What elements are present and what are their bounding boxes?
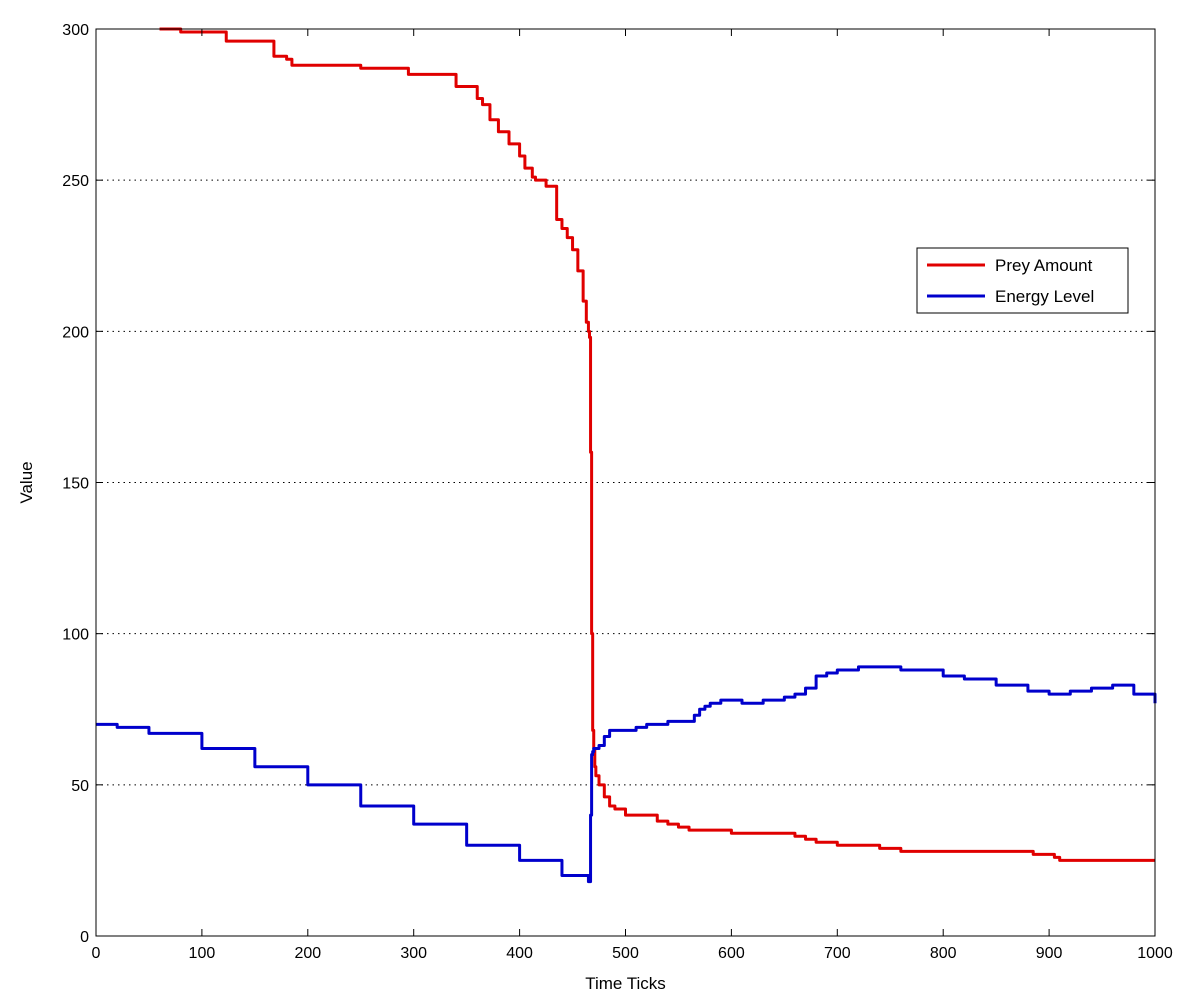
y-tick-label-100: 100 (62, 627, 89, 644)
x-tick-label-700: 700 (824, 945, 851, 962)
y-tick-label-0: 0 (80, 929, 89, 946)
y-tick-label-50: 50 (71, 778, 89, 795)
y-tick-label-200: 200 (62, 324, 89, 341)
x-tick-label-100: 100 (189, 945, 216, 962)
x-axis-label: Time Ticks (585, 974, 666, 993)
x-tick-label-800: 800 (930, 945, 957, 962)
series-layer (96, 27, 1157, 884)
y-tick-label-150: 150 (62, 476, 89, 493)
y-axis-label: Value (17, 461, 36, 503)
legend-label-prey-amount: Prey Amount (995, 256, 1093, 275)
tick-labels: 0 100 200 300 400 500 600 700 800 900 1000 0 50 100 15… (62, 22, 1173, 962)
legend: Prey Amount Energy Level (916, 247, 1129, 314)
legend-box (916, 247, 1129, 314)
grid-lines (96, 179, 1155, 786)
x-tick-label-200: 200 (294, 945, 321, 962)
x-tick-label-600: 600 (718, 945, 745, 962)
x-tick-label-300: 300 (400, 945, 427, 962)
series-line-energy-level (96, 665, 1157, 884)
x-tick-label-1000: 1000 (1137, 945, 1173, 962)
series-line-prey-amount (159, 27, 1155, 862)
x-tick-label-400: 400 (506, 945, 533, 962)
x-tick-label-900: 900 (1036, 945, 1063, 962)
y-tick-label-250: 250 (62, 173, 89, 190)
y-tick-label-300: 300 (62, 22, 89, 39)
axis-ticks (95, 28, 1156, 937)
x-tick-label-500: 500 (612, 945, 639, 962)
legend-label-energy-level: Energy Level (995, 287, 1094, 306)
x-tick-label-0: 0 (92, 945, 101, 962)
